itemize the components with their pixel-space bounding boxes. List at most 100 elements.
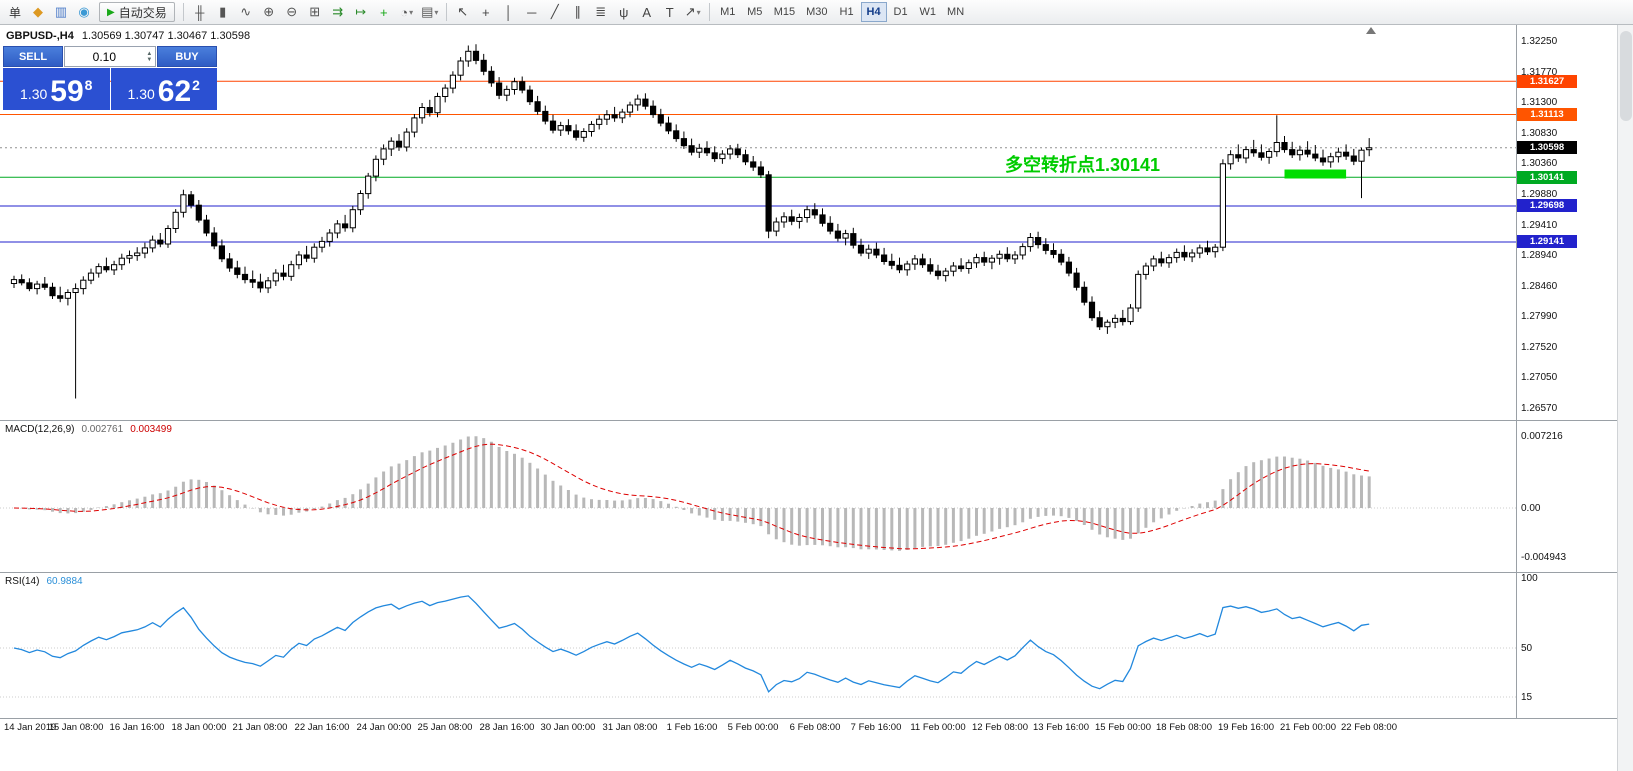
candle [141, 247, 149, 254]
highlight-segment[interactable] [1284, 169, 1347, 179]
buy-price-prefix: 1.30 [127, 86, 155, 102]
candlestick-icon[interactable]: ▮ [219, 4, 227, 19]
candle [934, 270, 942, 277]
candle [696, 147, 703, 153]
rsi-axis-label: 15 [1521, 692, 1533, 703]
lot-spinner[interactable]: ▲ ▼ [144, 51, 155, 63]
candle [172, 211, 179, 230]
right-scrollbar[interactable] [1617, 25, 1633, 771]
rsi-name: RSI(14) [5, 576, 40, 587]
timeframe-m15[interactable]: M15 [773, 6, 796, 18]
spinner-down-icon[interactable]: ▼ [146, 56, 153, 63]
candle [611, 114, 618, 119]
candle [673, 130, 680, 140]
candle [680, 138, 687, 147]
symbol-ohlc-label: GBPUSD-,H4 1.30569 1.30747 1.30467 1.3059… [6, 30, 250, 42]
horizontal-line-icon[interactable]: ─ [527, 4, 537, 20]
candle [465, 50, 472, 62]
buy-price-panel[interactable]: 1.30 62 2 [110, 68, 217, 110]
rsi-panel-surface[interactable] [0, 573, 1516, 718]
timeframe-m30[interactable]: M30 [806, 6, 828, 18]
fibonacci-icon[interactable]: ≣ [595, 4, 607, 19]
candle [41, 283, 48, 288]
andrews-pitchfork-icon[interactable]: ψ [619, 4, 629, 20]
text-label-icon[interactable]: T [665, 4, 674, 20]
candle [557, 125, 564, 131]
main-chart-surface[interactable] [0, 25, 1516, 420]
chart-shift-icon[interactable]: ↦ [355, 4, 367, 19]
indicators-icon[interactable]: + [379, 4, 388, 20]
candle [811, 209, 818, 216]
crosshair-icon[interactable]: + [481, 4, 490, 20]
trendline-icon[interactable]: ╱ [550, 4, 559, 19]
timeframe-h4[interactable]: H4 [860, 2, 887, 22]
candle [80, 279, 87, 290]
scrollbar-thumb[interactable] [1620, 31, 1632, 121]
price-axis-label: 1.28940 [1521, 250, 1558, 261]
candle [434, 96, 441, 114]
time-axis-label: 22 Feb 08:00 [1341, 722, 1397, 733]
candle [388, 140, 395, 150]
sell-button[interactable]: SELL [3, 46, 63, 67]
timeframe-mn[interactable]: MN [947, 6, 965, 18]
macd-panel-surface[interactable] [0, 421, 1516, 572]
auto-scroll-icon[interactable]: ⇉ [332, 4, 344, 19]
time-axis-label: 24 Jan 00:00 [356, 722, 412, 733]
channel-icon[interactable]: ∥ [574, 4, 581, 19]
candle [619, 111, 626, 119]
ohlc-bars-icon[interactable]: ╫ [195, 4, 205, 20]
vertical-line-icon[interactable]: │ [504, 4, 513, 20]
candle [1058, 253, 1065, 263]
timeframe-d1[interactable]: D1 [893, 6, 908, 18]
chevron-down-icon: ▾ [434, 7, 439, 17]
zoom-out-icon[interactable]: ⊖ [286, 4, 298, 19]
candle [157, 239, 164, 245]
menu-button[interactable]: 单 [9, 5, 22, 20]
timeframe-w1[interactable]: W1 [919, 6, 937, 18]
candle [1312, 153, 1319, 159]
symbol-name: GBPUSD-,H4 [6, 30, 74, 42]
candle [1350, 155, 1357, 162]
candle [26, 282, 33, 290]
tile-windows-icon[interactable]: ⊞ [309, 4, 321, 19]
candle [842, 233, 849, 239]
candle [1112, 317, 1119, 323]
new-order-icon[interactable]: ◆ [33, 4, 44, 19]
buy-button[interactable]: BUY [157, 46, 217, 67]
timeframe-m1[interactable]: M1 [720, 6, 736, 18]
candle [642, 98, 649, 107]
time-axis-label: 18 Jan 00:00 [171, 722, 227, 733]
candle [542, 110, 549, 122]
candle [650, 105, 657, 116]
chart-icon-group: ╫ ▮ ∿ ⊕ ⊖ ⊞ ⇉ ↦ + ◔ ▾ ▤ ▾ [189, 2, 441, 23]
templates-icon[interactable]: ▤ ▾ [421, 4, 439, 19]
sell-price-panel[interactable]: 1.30 59 8 [3, 68, 110, 110]
sell-price-main: 59 [50, 75, 84, 108]
macd-panel-divider[interactable] [0, 420, 1617, 421]
periods-icon[interactable]: ◔ ▾ [400, 4, 414, 20]
lot-size-input[interactable] [65, 49, 144, 64]
rsi-axis-label: 100 [1521, 573, 1538, 584]
candle [395, 140, 403, 148]
text-icon[interactable]: A [642, 4, 652, 20]
candle [126, 255, 133, 259]
cursor-icon[interactable]: ↖ [457, 4, 469, 19]
arrows-icon[interactable]: ↗ ▾ [684, 4, 701, 19]
market-watch-icon[interactable]: ◉ [78, 4, 90, 19]
candle [588, 123, 595, 133]
timeframe-m5[interactable]: M5 [747, 6, 763, 18]
autotrade-button[interactable]: ▶ 自动交易 [99, 2, 175, 22]
rsi-panel-divider[interactable] [0, 572, 1617, 573]
line-chart-icon[interactable]: ∿ [240, 4, 252, 19]
candle [1150, 258, 1157, 267]
chart-shift-marker[interactable] [1366, 27, 1376, 34]
play-icon: ▶ [107, 6, 115, 18]
spinner-up-icon[interactable]: ▲ [146, 50, 153, 57]
candle [1266, 151, 1273, 158]
candle [996, 253, 1003, 259]
charts-grid-icon[interactable]: ▥ [54, 4, 68, 19]
candle [1219, 163, 1227, 248]
zoom-in-icon[interactable]: ⊕ [263, 4, 275, 19]
timeframe-h1[interactable]: H1 [839, 6, 854, 18]
time-axis-label: 22 Jan 16:00 [294, 722, 350, 733]
